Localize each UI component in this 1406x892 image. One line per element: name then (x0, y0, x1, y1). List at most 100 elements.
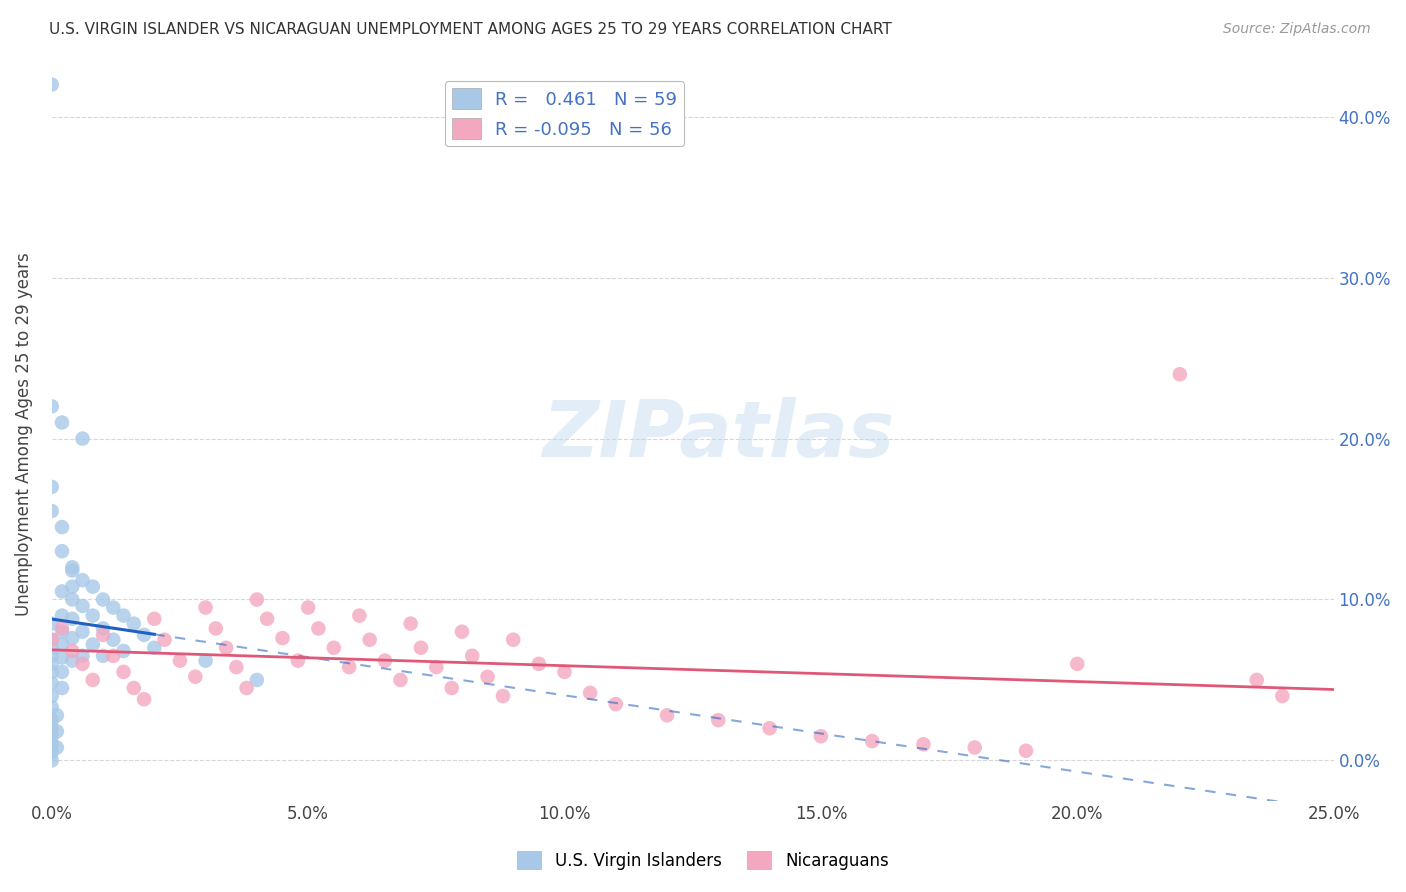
Point (194, 600, 217, 615)
Point (41, 729, 63, 743)
Point (41, 78, 63, 92)
Point (225, 660, 247, 674)
Point (60, 564, 83, 578)
Point (112, 644, 135, 658)
Point (41, 504, 63, 518)
Point (1271, 689, 1294, 703)
Legend: U.S. Virgin Islanders, Nicaraguans: U.S. Virgin Islanders, Nicaraguans (510, 844, 896, 877)
Point (297, 600, 319, 615)
Point (51, 544, 73, 558)
Point (41, 737, 63, 751)
Point (246, 592, 269, 607)
Point (41, 480, 63, 494)
Point (169, 654, 191, 668)
Point (451, 624, 474, 639)
Point (51, 520, 73, 534)
Point (45, 740, 67, 755)
Point (605, 697, 627, 711)
Point (963, 740, 986, 755)
Point (103, 600, 125, 615)
Point (287, 654, 309, 668)
Point (440, 681, 463, 695)
Point (82, 638, 104, 652)
Point (60, 612, 83, 626)
Text: ZIPatlas: ZIPatlas (543, 397, 894, 473)
Point (82, 580, 104, 594)
Point (337, 660, 360, 674)
Point (51, 638, 73, 652)
Point (41, 676, 63, 690)
Point (132, 628, 155, 642)
Text: Source: ZipAtlas.com: Source: ZipAtlas.com (1223, 22, 1371, 37)
Point (41, 713, 63, 727)
Point (45, 724, 67, 739)
Point (91, 622, 114, 636)
Point (477, 670, 499, 684)
Point (461, 648, 484, 663)
Y-axis label: Unemployment Among Ages 25 to 29 years: Unemployment Among Ages 25 to 29 years (15, 252, 32, 616)
Point (271, 631, 294, 645)
Point (256, 612, 278, 626)
Point (579, 686, 602, 700)
Point (425, 660, 447, 674)
Point (41, 700, 63, 714)
Point (41, 632, 63, 647)
Point (1246, 673, 1268, 687)
Point (41, 400, 63, 414)
Point (1168, 368, 1191, 382)
Point (60, 560, 83, 574)
Point (492, 689, 515, 703)
Point (51, 416, 73, 430)
Point (374, 654, 396, 668)
Point (122, 681, 145, 695)
Point (41, 648, 63, 663)
Point (527, 657, 550, 671)
Point (72, 432, 94, 446)
Point (51, 608, 73, 623)
Point (72, 599, 94, 613)
Point (60, 631, 83, 645)
Point (153, 632, 176, 647)
Point (235, 681, 257, 695)
Legend: R =   0.461   N = 59, R = -0.095   N = 56: R = 0.461 N = 59, R = -0.095 N = 56 (444, 81, 685, 146)
Point (194, 654, 217, 668)
Point (51, 584, 73, 599)
Point (860, 734, 883, 748)
Point (349, 608, 371, 623)
Point (205, 622, 228, 636)
Point (91, 628, 114, 642)
Point (51, 681, 73, 695)
Point (82, 673, 104, 687)
Point (655, 708, 678, 723)
Point (132, 692, 155, 706)
Point (41, 689, 63, 703)
Point (359, 632, 381, 647)
Point (1015, 744, 1038, 758)
Point (72, 573, 94, 587)
Point (72, 624, 94, 639)
Point (399, 616, 422, 631)
Point (60, 592, 83, 607)
Point (41, 657, 63, 671)
Point (72, 648, 94, 663)
Point (41, 721, 63, 735)
Point (51, 624, 73, 639)
Point (122, 616, 145, 631)
Point (810, 729, 832, 743)
Point (103, 648, 125, 663)
Point (41, 665, 63, 679)
Text: U.S. VIRGIN ISLANDER VS NICARAGUAN UNEMPLOYMENT AMONG AGES 25 TO 29 YEARS CORREL: U.S. VIRGIN ISLANDER VS NICARAGUAN UNEMP… (49, 22, 891, 37)
Point (60, 644, 83, 658)
Point (82, 608, 104, 623)
Point (707, 713, 730, 727)
Point (45, 708, 67, 723)
Point (215, 640, 238, 655)
Point (112, 608, 135, 623)
Point (502, 632, 524, 647)
Point (103, 632, 125, 647)
Point (60, 654, 83, 668)
Point (91, 648, 114, 663)
Point (60, 580, 83, 594)
Point (41, 632, 63, 647)
Point (112, 665, 135, 679)
